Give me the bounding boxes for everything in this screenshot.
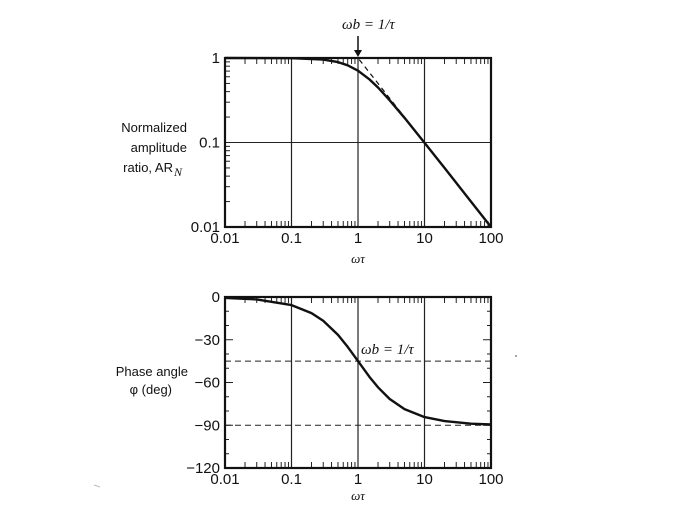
amplitude-ratio-chart: ωb = 1/τ Normalized amplitude ratio, AR … xyxy=(121,17,503,266)
phase-ylabel-line2: φ (deg) xyxy=(130,382,172,397)
phase-xtick-label: 0.01 xyxy=(210,471,239,488)
phase-xtick-label: 100 xyxy=(478,471,503,488)
phase-ytick-label: −120 xyxy=(186,460,220,477)
phase-ytick-label: 0 xyxy=(212,289,220,306)
amplitude-ytick-label: 1 xyxy=(212,50,220,67)
phase-xtick-label: 0.1 xyxy=(281,471,302,488)
amplitude-plot-frame xyxy=(223,56,493,229)
amplitude-ytick-label: 0.1 xyxy=(199,135,220,152)
breakpoint-annotation-bottom: ωb = 1/τ xyxy=(361,342,414,358)
amplitude-ytick-label: 0.01 xyxy=(191,219,220,236)
phase-plot-frame xyxy=(223,295,493,470)
phase-ytick-label: −60 xyxy=(195,375,220,392)
phase-series-response-line xyxy=(224,296,492,426)
phase-ytick-label: −30 xyxy=(195,332,220,349)
breakpoint-arrowhead xyxy=(354,50,362,57)
scan-speck xyxy=(515,355,517,357)
phase-xtick-label: 1 xyxy=(354,471,362,488)
amplitude-xtick-label: 0.1 xyxy=(281,230,302,247)
phase-ytick-label: −90 xyxy=(195,417,220,434)
scan-speck xyxy=(93,484,101,488)
amplitude-xtick-label: 100 xyxy=(478,230,503,247)
amplitude-xtick-label: 10 xyxy=(416,230,433,247)
amplitude-xtick-label: 0.01 xyxy=(210,230,239,247)
phase-xtick-label: 10 xyxy=(416,471,433,488)
amplitude-xtick-label: 1 xyxy=(354,230,362,247)
amplitude-xlabel: ωτ xyxy=(351,251,366,266)
amplitude-ylabel: Normalized amplitude ratio, AR N xyxy=(121,120,187,179)
phase-xlabel: ωτ xyxy=(351,488,366,503)
amplitude-ylabel-line1: Normalized xyxy=(121,120,187,135)
phase-angle-chart: ωb = 1/τ Phase angle φ (deg) ωτ 0.01 0.1 1… xyxy=(116,289,504,503)
amplitude-ylabel-subscript: N xyxy=(173,165,183,179)
breakpoint-annotation-top: ωb = 1/τ xyxy=(342,17,395,33)
amplitude-ylabel-line3: ratio, AR xyxy=(123,160,173,175)
phase-ylabel-line1: Phase angle xyxy=(116,364,188,379)
phase-ylabel: Phase angle φ (deg) xyxy=(116,364,188,397)
amplitude-series-response-line xyxy=(224,56,492,228)
amplitude-ylabel-line2: amplitude xyxy=(131,140,187,155)
